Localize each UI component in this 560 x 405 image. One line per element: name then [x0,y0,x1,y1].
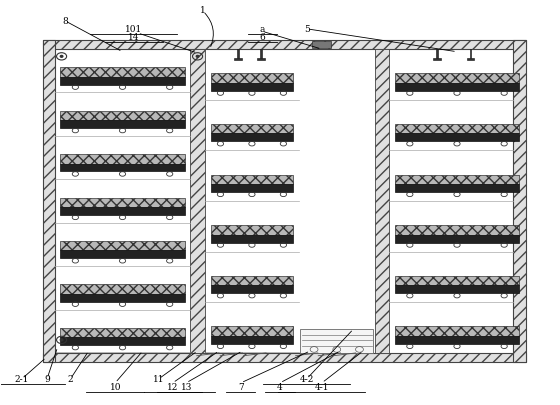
Bar [60,198,185,207]
Text: 9: 9 [44,374,50,384]
Bar [60,121,185,129]
Bar [395,175,519,185]
Bar [211,125,293,134]
Bar [211,134,293,142]
Bar [60,285,185,294]
Bar [211,327,293,336]
Text: 4-1: 4-1 [315,382,329,392]
Bar [234,59,242,61]
Text: 14: 14 [128,33,139,42]
Bar [211,286,293,294]
Bar [395,327,519,336]
Bar [211,276,293,286]
Bar [43,41,526,50]
Bar [55,50,514,353]
Bar [470,50,472,59]
Bar [395,83,519,92]
Text: 12: 12 [167,382,179,392]
Text: 2: 2 [68,374,73,384]
Bar [60,328,185,337]
Bar [60,207,185,215]
Text: 1: 1 [200,6,206,15]
Text: a: a [259,25,265,34]
Bar [237,50,239,59]
Bar [436,50,437,59]
Circle shape [60,56,63,58]
Bar [395,74,519,83]
Bar [300,329,374,353]
Bar [375,50,389,353]
Text: 6: 6 [259,33,265,42]
Bar [312,42,332,49]
Bar [60,294,185,302]
Bar [395,336,519,344]
Bar [60,68,185,78]
Bar [211,83,293,92]
Bar [211,235,293,243]
Bar [514,41,526,362]
Text: 7: 7 [238,382,244,392]
Text: 8: 8 [62,17,68,26]
Bar [60,337,185,345]
Bar [395,286,519,294]
Text: 13: 13 [180,382,192,392]
Bar [211,74,293,83]
Bar [395,235,519,243]
Bar [60,251,185,259]
Bar [211,226,293,235]
Bar [258,59,265,61]
Circle shape [197,56,199,58]
Bar [395,185,519,192]
Text: 10: 10 [109,382,121,392]
Bar [60,78,185,85]
Bar [60,111,185,121]
Bar [466,59,474,61]
Text: 2-1: 2-1 [15,374,29,384]
Bar [260,50,262,59]
Bar [43,353,526,362]
Bar [395,276,519,286]
Text: 101: 101 [125,25,142,34]
Bar [433,59,441,61]
Bar [60,241,185,251]
Bar [211,175,293,185]
Circle shape [60,339,63,341]
Bar [60,164,185,172]
Text: 4-2: 4-2 [300,374,314,384]
Text: 11: 11 [153,374,165,384]
Bar [395,134,519,142]
Bar [211,185,293,192]
Bar [395,226,519,235]
Bar [43,41,55,362]
Bar [395,125,519,134]
Bar [60,155,185,164]
Text: 4: 4 [277,382,283,392]
Bar [190,50,205,353]
Text: 5: 5 [304,25,310,34]
Bar [211,336,293,344]
